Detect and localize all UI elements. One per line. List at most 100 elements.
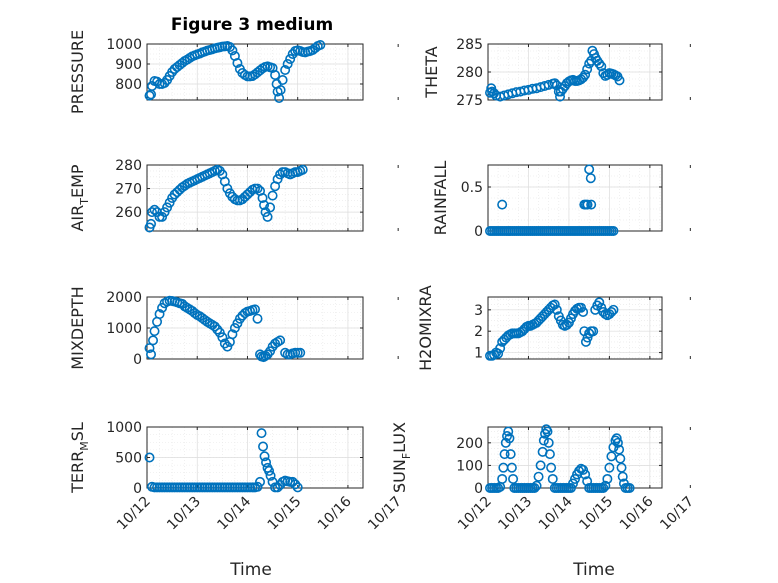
data-point bbox=[600, 480, 611, 491]
data-point bbox=[217, 332, 228, 343]
data-point bbox=[212, 324, 223, 335]
y-axis-label: TERRMSL bbox=[68, 422, 91, 494]
data-point bbox=[282, 58, 293, 69]
data-point bbox=[602, 473, 613, 484]
data-point bbox=[275, 335, 286, 346]
data-point bbox=[578, 306, 589, 317]
data-point bbox=[504, 433, 515, 444]
data-point bbox=[310, 42, 321, 53]
data-point bbox=[543, 437, 554, 448]
data-point bbox=[531, 480, 542, 491]
data-point bbox=[538, 435, 549, 446]
panel-8: 10/12 10/13 10/14 10/15 10/16 10/17 0 100 200 SUN… bbox=[390, 422, 697, 533]
data-point bbox=[540, 428, 551, 439]
data-point bbox=[578, 464, 589, 475]
data-point bbox=[586, 199, 597, 210]
y-tick-label: 1000 bbox=[106, 321, 142, 337]
data-point bbox=[533, 471, 544, 482]
y-tick-label: 900 bbox=[115, 57, 142, 73]
data-point bbox=[549, 299, 560, 310]
x-axis-label-right: Time bbox=[572, 560, 615, 580]
x-tick-label: 10/17 bbox=[365, 494, 405, 534]
data-point bbox=[598, 482, 609, 493]
data-point bbox=[596, 61, 607, 72]
data-point bbox=[606, 306, 617, 317]
data-point bbox=[222, 183, 233, 194]
data-point bbox=[219, 338, 230, 349]
data-point bbox=[505, 449, 516, 460]
data-point bbox=[624, 482, 635, 493]
data-point bbox=[506, 462, 517, 473]
data-point bbox=[256, 428, 267, 439]
y-tick-label: 0 bbox=[474, 481, 483, 497]
data-point bbox=[612, 437, 623, 448]
data-point bbox=[547, 473, 558, 484]
data-point bbox=[265, 470, 276, 481]
data-series bbox=[485, 45, 625, 102]
data-point bbox=[179, 180, 190, 191]
y-tick-label: 0 bbox=[133, 352, 142, 368]
x-tick-label: 10/16 bbox=[315, 493, 355, 533]
data-point bbox=[315, 39, 326, 50]
data-point bbox=[162, 202, 173, 213]
y-tick-label: 1000 bbox=[106, 37, 142, 53]
x-tick-label: 10/13 bbox=[495, 494, 535, 534]
data-point bbox=[250, 304, 261, 315]
data-point bbox=[275, 85, 286, 96]
panel-3: 260 270 280 AIRTEMP bbox=[68, 158, 399, 233]
data-point bbox=[287, 476, 298, 487]
data-point bbox=[290, 479, 301, 490]
y-axis-label: RAINFALL bbox=[431, 161, 450, 236]
data-point bbox=[167, 67, 178, 78]
data-point bbox=[285, 53, 296, 64]
data-point bbox=[262, 211, 273, 222]
data-point bbox=[154, 309, 165, 320]
panel-5: 0 1000 2000 MIXDEPTH bbox=[68, 286, 399, 370]
data-point bbox=[164, 197, 175, 208]
figure-title: Figure 3 medium bbox=[171, 15, 333, 35]
data-point bbox=[262, 349, 273, 360]
data-point bbox=[227, 329, 238, 340]
data-point bbox=[567, 478, 578, 489]
y-tick-label: 2000 bbox=[106, 290, 142, 306]
data-point bbox=[497, 199, 508, 210]
y-tick-label: 3 bbox=[474, 303, 483, 319]
data-point bbox=[144, 452, 155, 463]
data-point bbox=[297, 164, 308, 175]
y-axis-label: PRESSURE bbox=[68, 30, 87, 114]
data-point bbox=[611, 433, 622, 444]
data-point bbox=[232, 57, 243, 68]
data-point bbox=[149, 204, 160, 215]
panel-1: 800 900 1000 PRESSURE bbox=[68, 30, 399, 114]
data-point bbox=[608, 304, 619, 315]
axes-border bbox=[487, 43, 663, 101]
data-point bbox=[258, 441, 269, 452]
data-series bbox=[144, 295, 306, 363]
data-series bbox=[144, 428, 303, 493]
data-series bbox=[485, 297, 619, 361]
y-axis-label: THETA bbox=[422, 46, 441, 98]
data-point bbox=[582, 199, 593, 210]
data-point bbox=[495, 343, 506, 354]
y-axis-label: AIRTEMP bbox=[68, 164, 91, 231]
data-point bbox=[264, 465, 275, 476]
data-point bbox=[295, 347, 306, 358]
y-tick-label: 280 bbox=[456, 65, 483, 81]
data-point bbox=[159, 78, 170, 89]
data-point bbox=[493, 348, 504, 359]
y-axis-label: MIXDEPTH bbox=[68, 286, 87, 369]
y-tick-label: 280 bbox=[115, 158, 142, 174]
x-tick-label: 10/14 bbox=[214, 493, 254, 533]
x-tick-label: 10/12 bbox=[455, 494, 495, 534]
data-point bbox=[189, 308, 200, 319]
data-point bbox=[157, 211, 168, 222]
y-tick-label: 1000 bbox=[106, 420, 142, 436]
data-point bbox=[252, 481, 263, 492]
data-point bbox=[608, 226, 619, 236]
data-point bbox=[569, 473, 580, 484]
panel-7: 10/12 10/13 10/14 10/15 10/16 10/17 0 500 1000 TE… bbox=[68, 420, 405, 533]
data-series bbox=[144, 164, 308, 233]
y-tick-label: 800 bbox=[115, 77, 142, 93]
data-point bbox=[503, 426, 514, 437]
data-point bbox=[529, 482, 540, 493]
